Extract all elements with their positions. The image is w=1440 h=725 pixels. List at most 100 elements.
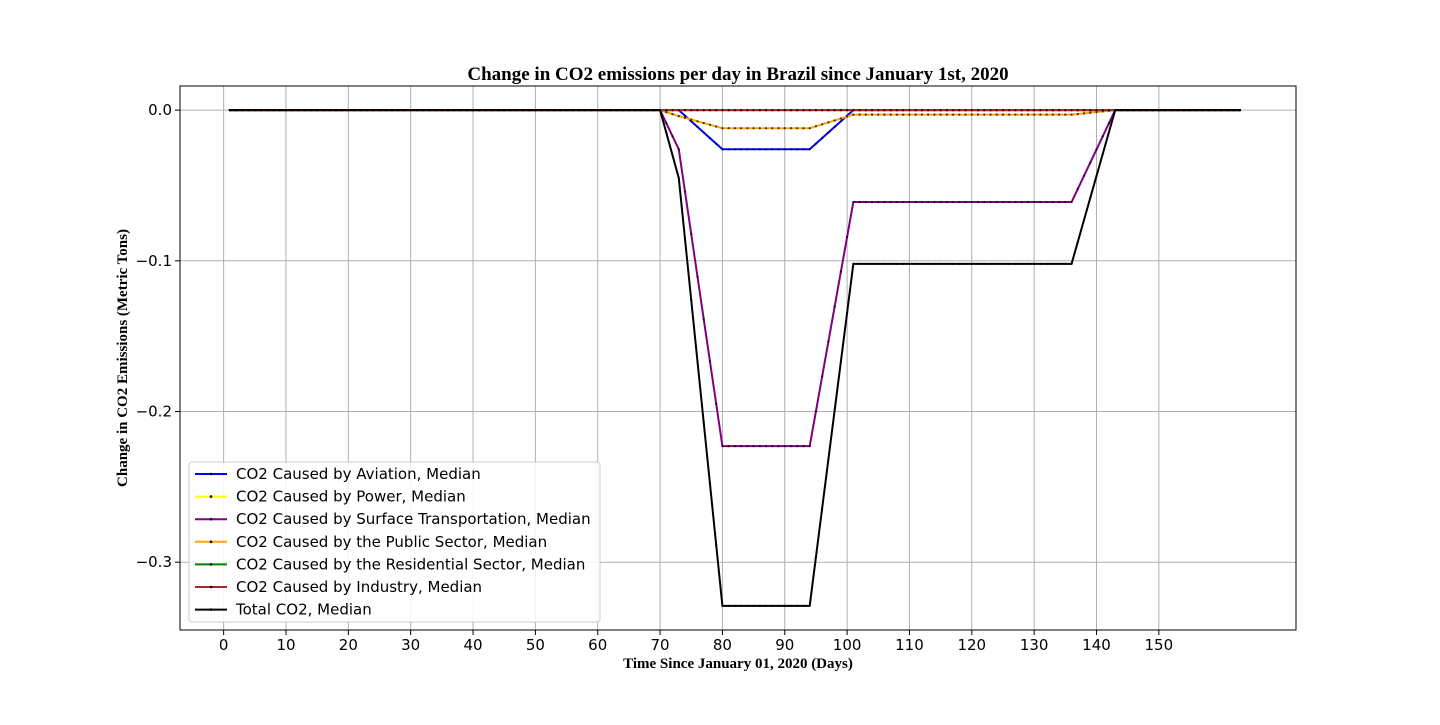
grid-lines bbox=[180, 86, 1296, 630]
data-point bbox=[939, 200, 942, 204]
data-point bbox=[1095, 110, 1098, 114]
x-axis-ticks: 0 10 20 30 40 50 60 70 80 90 100 110 120 130 140 150 bbox=[219, 630, 1173, 654]
data-point bbox=[870, 109, 874, 112]
data-point bbox=[1101, 135, 1104, 138]
series-total-co2-median bbox=[228, 109, 1241, 607]
data-point bbox=[715, 109, 718, 112]
data-point bbox=[970, 109, 973, 112]
data-point bbox=[771, 109, 774, 112]
data-point bbox=[733, 445, 736, 448]
data-point bbox=[970, 262, 973, 265]
data-point bbox=[802, 109, 805, 112]
data-point bbox=[1170, 109, 1173, 112]
legend-label: CO2 Caused by Industry, Median bbox=[236, 578, 482, 596]
data-point bbox=[864, 200, 867, 204]
data-point bbox=[359, 109, 362, 112]
data-point bbox=[1082, 218, 1086, 222]
data-point bbox=[584, 109, 587, 112]
data-point bbox=[696, 109, 699, 112]
data-point bbox=[403, 109, 406, 112]
data-point bbox=[478, 109, 481, 112]
data-point bbox=[702, 109, 705, 112]
data-point bbox=[721, 148, 724, 151]
data-point bbox=[1008, 113, 1011, 116]
legend-label: CO2 Caused by the Residential Sector, Me… bbox=[236, 555, 585, 573]
data-point bbox=[1195, 109, 1198, 112]
data-point bbox=[852, 113, 855, 116]
data-point bbox=[428, 109, 431, 112]
legend-item: CO2 Caused by the Public Sector, Median bbox=[195, 533, 547, 551]
data-point bbox=[503, 109, 506, 112]
x-tick-label: 60 bbox=[588, 636, 607, 654]
data-point bbox=[733, 127, 736, 130]
data-point bbox=[1064, 113, 1067, 116]
data-point bbox=[883, 262, 886, 265]
data-point bbox=[347, 109, 350, 112]
data-point bbox=[247, 109, 250, 112]
data-point bbox=[802, 148, 805, 151]
data-point bbox=[453, 109, 456, 112]
data-point bbox=[1001, 262, 1005, 265]
data-point bbox=[565, 109, 568, 112]
data-point bbox=[1076, 112, 1079, 116]
data-point bbox=[1020, 113, 1023, 116]
data-point bbox=[690, 118, 693, 121]
data-point bbox=[708, 136, 712, 140]
data-point bbox=[372, 109, 375, 112]
legend-marker bbox=[209, 563, 213, 566]
data-point bbox=[833, 125, 836, 129]
data-point bbox=[877, 262, 880, 265]
data-point bbox=[746, 109, 749, 112]
data-point bbox=[796, 604, 799, 607]
data-point bbox=[889, 200, 892, 204]
data-point bbox=[309, 109, 313, 112]
data-point bbox=[690, 299, 693, 302]
data-point bbox=[758, 109, 761, 112]
data-point bbox=[821, 375, 824, 378]
data-point bbox=[1057, 109, 1061, 112]
data-point bbox=[1026, 262, 1030, 265]
data-point bbox=[758, 148, 761, 151]
data-point bbox=[740, 127, 743, 130]
data-point bbox=[696, 360, 699, 363]
data-point bbox=[808, 148, 811, 151]
data-point bbox=[708, 482, 712, 485]
data-point bbox=[1226, 109, 1229, 112]
data-point bbox=[933, 113, 936, 116]
data-point bbox=[609, 109, 612, 112]
data-point bbox=[571, 109, 574, 112]
data-point bbox=[1114, 109, 1117, 112]
data-point bbox=[690, 233, 693, 236]
data-point bbox=[796, 109, 799, 112]
data-point bbox=[1020, 262, 1023, 265]
data-point bbox=[602, 109, 606, 112]
data-point bbox=[1064, 200, 1067, 204]
data-point bbox=[702, 121, 705, 125]
data-point bbox=[839, 120, 842, 123]
data-point bbox=[727, 148, 730, 151]
data-point bbox=[696, 275, 699, 278]
legend-label: CO2 Caused by Aviation, Median bbox=[236, 465, 481, 483]
data-point bbox=[945, 113, 948, 116]
data-point bbox=[291, 109, 294, 112]
data-point bbox=[914, 200, 917, 204]
data-point bbox=[1014, 200, 1017, 204]
data-point bbox=[746, 148, 749, 151]
data-point bbox=[796, 445, 799, 448]
legend-marker bbox=[209, 585, 213, 589]
data-point bbox=[914, 262, 917, 265]
data-point bbox=[1101, 152, 1104, 156]
y-tick-label: −0.2 bbox=[136, 402, 172, 420]
data-point bbox=[733, 148, 736, 151]
data-point bbox=[1045, 113, 1048, 116]
data-point bbox=[1076, 109, 1079, 112]
data-point bbox=[627, 109, 630, 112]
data-point bbox=[259, 109, 263, 112]
data-point bbox=[484, 109, 487, 112]
data-point bbox=[440, 109, 443, 112]
data-point bbox=[740, 604, 743, 607]
data-point bbox=[976, 109, 980, 112]
x-tick-label: 130 bbox=[1020, 636, 1049, 654]
data-point bbox=[976, 113, 980, 116]
data-point bbox=[852, 200, 855, 204]
